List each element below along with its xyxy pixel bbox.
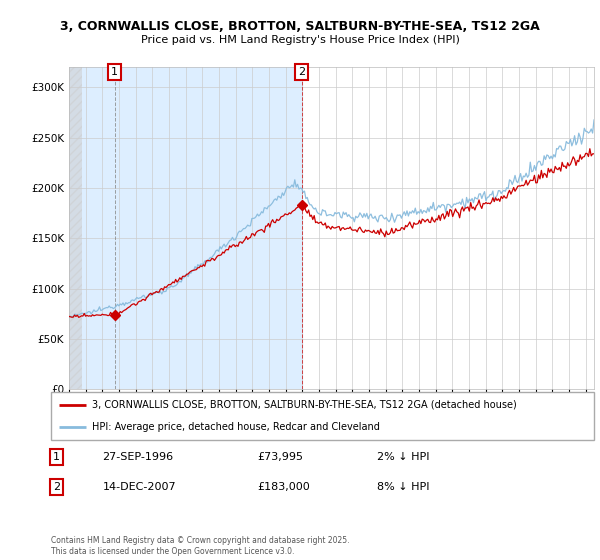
Bar	[69, 67, 82, 389]
Text: 3, CORNWALLIS CLOSE, BROTTON, SALTBURN-BY-THE-SEA, TS12 2GA (detached house): 3, CORNWALLIS CLOSE, BROTTON, SALTBURN-B…	[92, 400, 517, 410]
Text: 3, CORNWALLIS CLOSE, BROTTON, SALTBURN-BY-THE-SEA, TS12 2GA: 3, CORNWALLIS CLOSE, BROTTON, SALTBURN-B…	[60, 20, 540, 34]
Text: 8% ↓ HPI: 8% ↓ HPI	[377, 482, 430, 492]
Text: £73,995: £73,995	[257, 452, 304, 462]
Text: 1: 1	[53, 452, 60, 462]
Text: 2% ↓ HPI: 2% ↓ HPI	[377, 452, 430, 462]
Text: 2: 2	[53, 482, 60, 492]
FancyBboxPatch shape	[51, 392, 594, 440]
Text: HPI: Average price, detached house, Redcar and Cleveland: HPI: Average price, detached house, Redc…	[92, 422, 380, 432]
Text: 27-SEP-1996: 27-SEP-1996	[103, 452, 174, 462]
Text: 14-DEC-2007: 14-DEC-2007	[103, 482, 176, 492]
Text: 1: 1	[111, 67, 118, 77]
Text: £183,000: £183,000	[257, 482, 310, 492]
Text: Price paid vs. HM Land Registry's House Price Index (HPI): Price paid vs. HM Land Registry's House …	[140, 35, 460, 45]
Text: Contains HM Land Registry data © Crown copyright and database right 2025.
This d: Contains HM Land Registry data © Crown c…	[51, 536, 349, 556]
Text: 2: 2	[298, 67, 305, 77]
Bar	[69, 67, 302, 389]
Bar	[69, 67, 82, 389]
